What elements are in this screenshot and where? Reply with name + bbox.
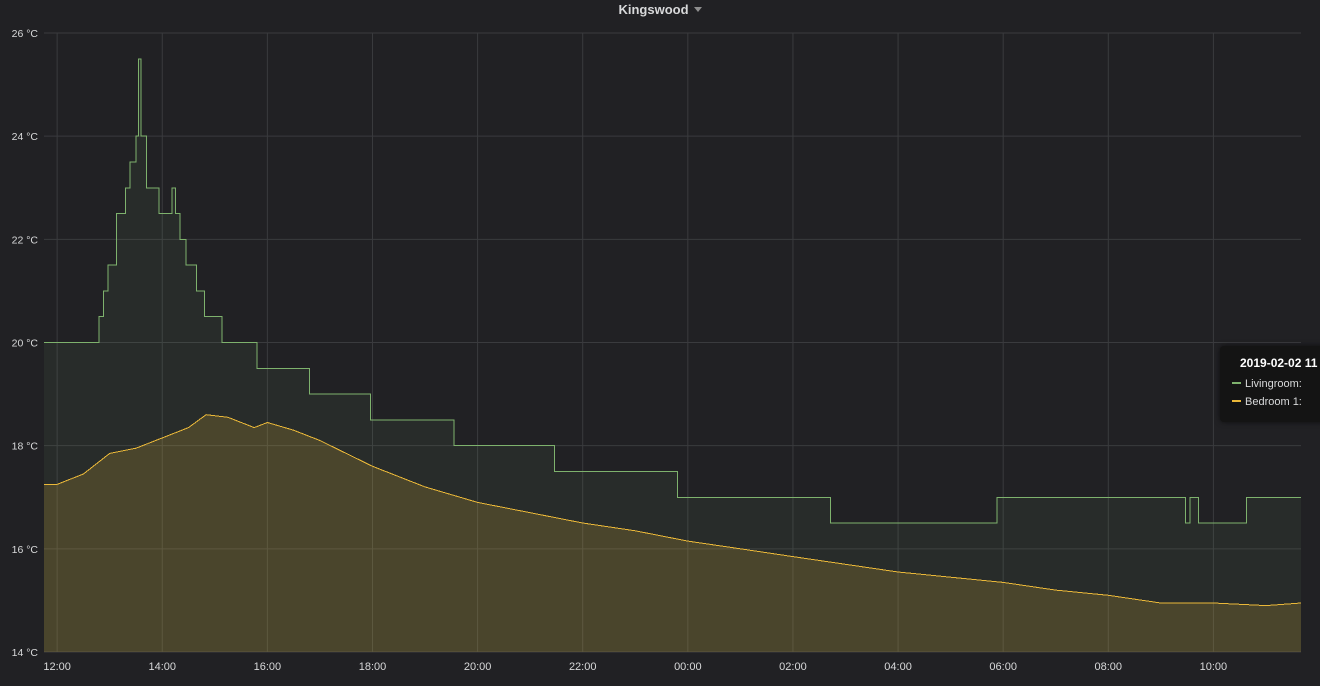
x-tick-label: 00:00 (674, 661, 702, 673)
tooltip-label-bedroom: Bedroom 1: (1245, 396, 1302, 408)
y-tick-label: 20 °C (12, 338, 39, 350)
x-axis: 12:00 14:00 16:00 18:00 20:00 22:00 00:00 02:00… (43, 661, 1227, 673)
x-tick-label: 20:00 (464, 661, 492, 673)
x-tick-label: 02:00 (779, 661, 807, 673)
y-tick-label: 24 °C (12, 131, 39, 143)
y-tick-label: 18 °C (12, 441, 39, 453)
x-tick-label: 14:00 (148, 661, 176, 673)
panel-title-dropdown[interactable]: Kingswood (618, 2, 702, 17)
tooltip-time: 2019-02-02 11 (1240, 356, 1318, 370)
tooltip-row-livingroom: Livingroom: (1232, 378, 1302, 390)
hover-tooltip: 2019-02-02 11 Livingroom: Bedroom 1: (1220, 346, 1320, 422)
x-tick-label: 08:00 (1095, 661, 1123, 673)
x-tick-label: 04:00 (884, 661, 912, 673)
tooltip-row-bedroom: Bedroom 1: (1232, 396, 1302, 408)
x-tick-label: 12:00 (43, 661, 71, 673)
x-tick-label: 06:00 (989, 661, 1017, 673)
caret-down-icon (693, 7, 702, 12)
x-tick-label: 22:00 (569, 661, 597, 673)
panel-header: Kingswood (0, 1, 1320, 19)
x-tick-label: 10:00 (1200, 661, 1228, 673)
y-axis: 14 °C 16 °C 18 °C 20 °C 22 °C 24 °C 26 °C (12, 28, 39, 659)
y-tick-label: 14 °C (12, 647, 39, 659)
y-tick-label: 22 °C (12, 234, 39, 246)
x-tick-label: 16:00 (254, 661, 282, 673)
x-tick-label: 18:00 (359, 661, 387, 673)
livingroom-line (44, 58, 1301, 524)
bedroom-swatch-icon (1232, 400, 1241, 402)
series-areas (44, 58, 1301, 653)
y-tick-label: 16 °C (12, 544, 39, 556)
panel-title: Kingswood (618, 2, 689, 17)
bedroom-1-area (44, 414, 1301, 652)
series-lines (44, 58, 1302, 607)
livingroom-swatch-icon (1232, 382, 1241, 384)
bedroom-1-line (44, 414, 1302, 607)
tooltip-label-livingroom: Livingroom: (1245, 378, 1302, 390)
y-tick-label: 26 °C (12, 28, 39, 40)
livingroom-area (44, 58, 1301, 653)
